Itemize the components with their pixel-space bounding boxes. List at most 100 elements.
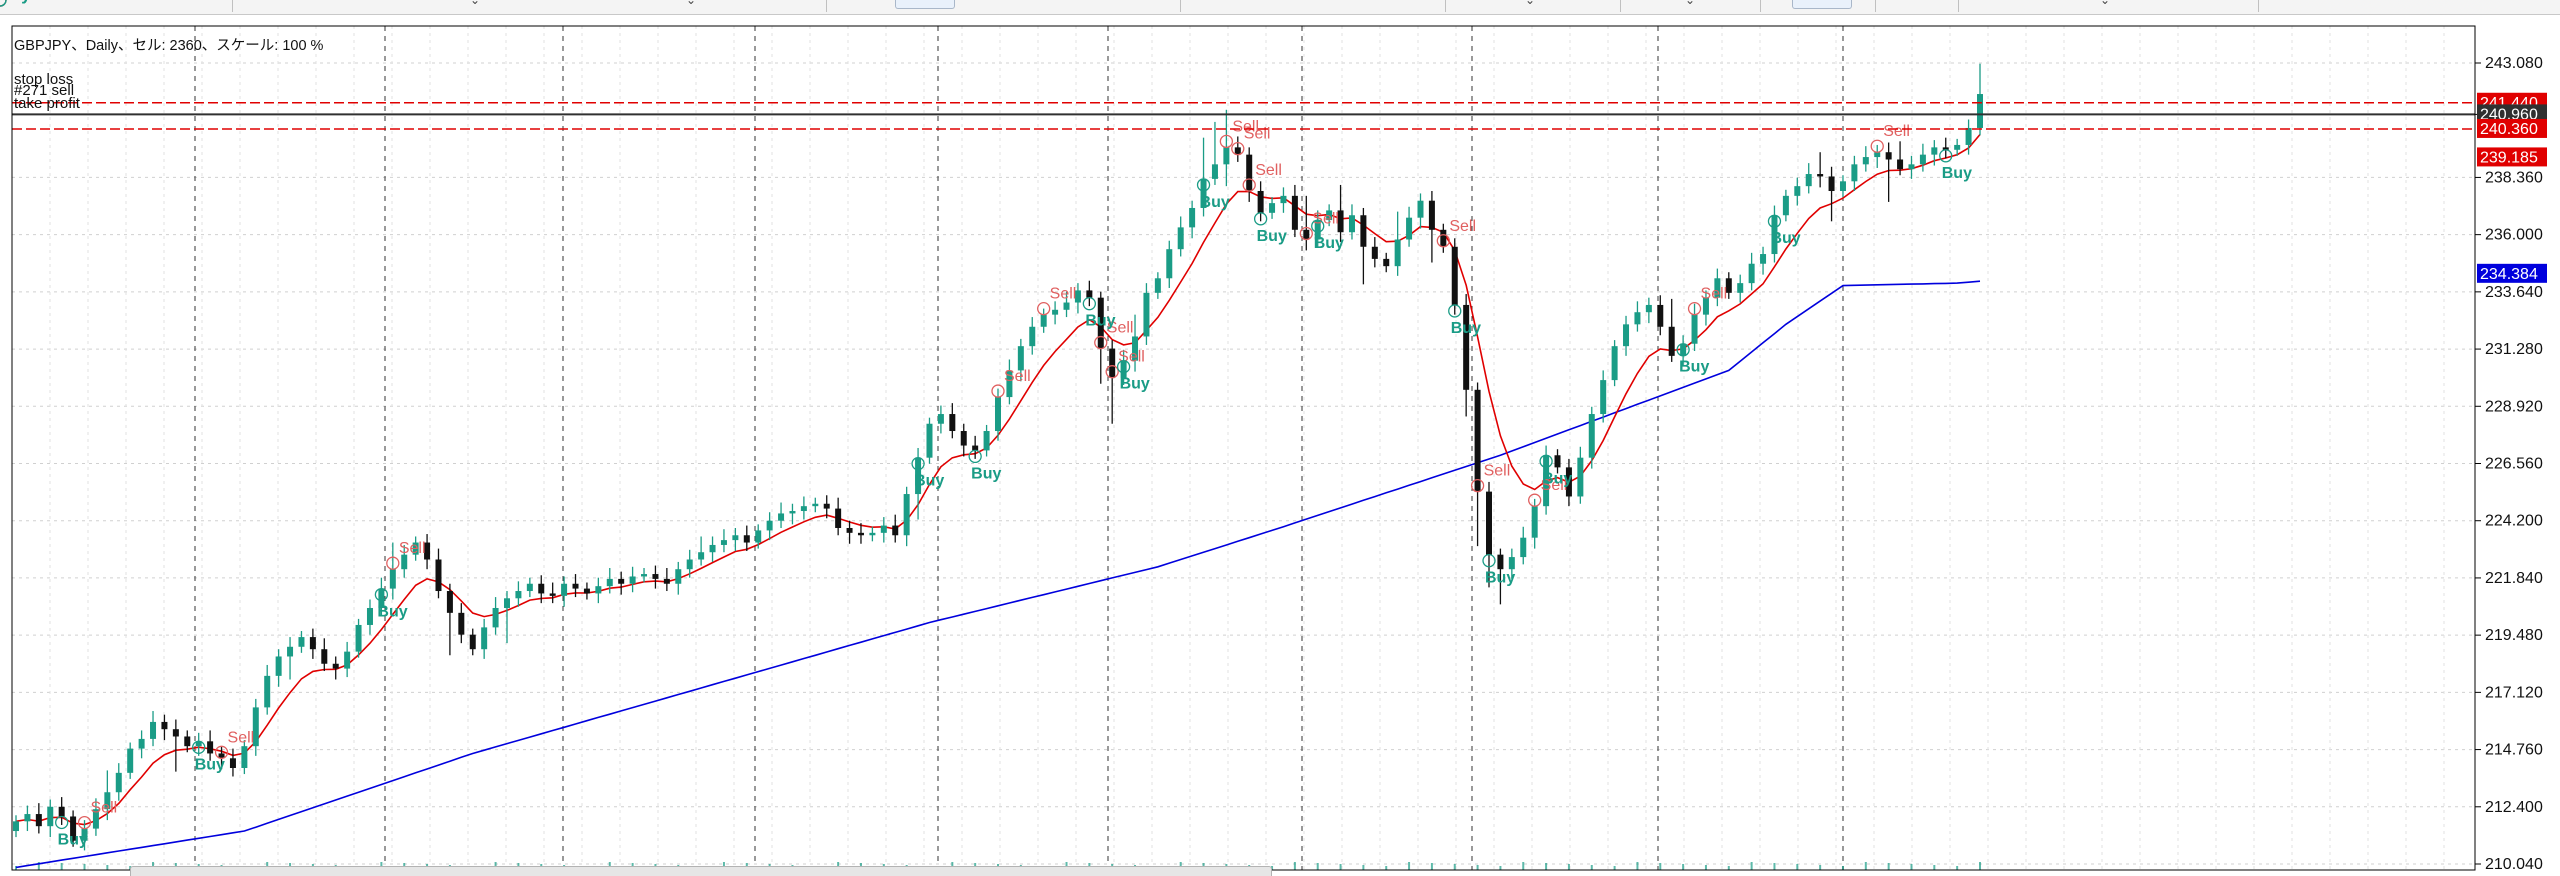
candle-body (81, 828, 88, 841)
candle-body (1794, 186, 1801, 196)
buy-signal-marker (1482, 554, 1496, 568)
volume-bar (1362, 865, 1365, 870)
candle-body (606, 578, 613, 587)
candle-body (686, 559, 693, 570)
candle-body (949, 414, 956, 432)
buy-signal-label: Buy (971, 465, 1001, 482)
candle-body (1977, 94, 1983, 128)
candle-body (1326, 210, 1333, 221)
toolbar-separator (1180, 0, 1181, 12)
volume-bar (1271, 866, 1274, 870)
chevron-down-icon[interactable]: ⌄ (1685, 0, 1696, 7)
candle-body (1348, 215, 1355, 233)
buy-signal-label: Buy (1542, 470, 1572, 487)
sell-signal-label: Sell (1484, 463, 1511, 480)
candle-body (1497, 554, 1504, 570)
y-tick-label: 233.640 (2485, 284, 2543, 301)
candle-body (561, 583, 568, 596)
candle-body (1965, 127, 1972, 145)
candle-body (172, 729, 179, 737)
volume-bar (1430, 863, 1433, 870)
candle-body (618, 578, 625, 584)
candle-body (663, 578, 670, 584)
price-scale[interactable] (2476, 26, 2560, 870)
candle-body (1565, 467, 1572, 497)
candle-body (1543, 455, 1550, 507)
chevron-down-icon[interactable]: ⌄ (470, 0, 481, 7)
sell-signal-marker (77, 815, 92, 830)
toolbar-separator (2258, 0, 2259, 12)
chart-scrollbar[interactable] (130, 866, 1272, 876)
candle-body (58, 806, 65, 817)
sell-signal-label: Sell (1312, 210, 1339, 227)
volume-bar (1293, 862, 1296, 870)
candle-body (24, 814, 31, 822)
candle-body (926, 423, 933, 458)
volume-bar (1750, 862, 1753, 870)
candle-body (115, 772, 122, 793)
order-price-tag (2477, 104, 2547, 124)
candle-body (1702, 297, 1709, 315)
buy-signal-marker (1116, 360, 1131, 374)
candle-body (504, 598, 510, 608)
sell-signal-label: Sell (1883, 123, 1910, 140)
candle-body (515, 591, 522, 599)
candle-body (1862, 157, 1869, 165)
sell-signal-label: Sell (0, 0, 27, 4)
buy-signal-label: Buy (1942, 165, 1972, 182)
sell-signal-label: Sell (1244, 126, 1271, 143)
sell-signal-marker (991, 384, 1005, 398)
chevron-down-icon[interactable]: ⌄ (1525, 0, 1536, 7)
chevron-down-icon[interactable]: ⌄ (686, 0, 697, 7)
candle-body (1600, 380, 1607, 415)
buy-signal-marker (1939, 149, 1953, 163)
candle-body (1063, 302, 1070, 310)
candle-body (1782, 195, 1789, 216)
candle-body (309, 637, 316, 650)
candle-body (150, 721, 157, 739)
y-tick-label: 228.920 (2485, 398, 2543, 415)
candle-body (823, 503, 830, 509)
candle-body (401, 554, 408, 570)
candle-body (481, 627, 488, 650)
volume-bar (1819, 865, 1822, 870)
candle-body (275, 656, 282, 676)
buy-signal-label: Buy (58, 831, 88, 848)
sell-signal-label: Sell (91, 800, 118, 817)
candle-body (1291, 195, 1298, 230)
candle-body (1280, 195, 1287, 204)
candle-body (1508, 557, 1515, 570)
candle-body (1805, 174, 1812, 187)
buy-signal-marker (1539, 454, 1553, 468)
candle-body (252, 707, 259, 747)
candle-body (1839, 181, 1846, 192)
candle-body (698, 552, 705, 560)
buy-signal-label: Buy (1679, 359, 1709, 376)
candle-body (1371, 246, 1378, 259)
toolbar-button[interactable] (1792, 0, 1852, 9)
candle-body (937, 414, 944, 424)
volume-bar (37, 862, 40, 870)
candle-body (1486, 491, 1492, 555)
candle-body (869, 532, 876, 536)
candle-body (1588, 414, 1595, 458)
candle-body (1211, 164, 1218, 179)
candle-body (1520, 537, 1527, 558)
candle-body (812, 503, 819, 507)
volume-bar (1545, 863, 1548, 870)
candle-body (972, 445, 979, 451)
candle-body (264, 675, 271, 708)
take-profit-price-tag-text: 240.360 (2480, 121, 2538, 138)
buy-signal-marker (911, 457, 925, 471)
chevron-down-icon[interactable]: ⌄ (2100, 0, 2111, 7)
toolbar-button[interactable] (895, 0, 955, 9)
sell-signal-label: Sell (1541, 477, 1568, 494)
candle-body (1623, 324, 1630, 347)
candle-body (1931, 147, 1938, 155)
candle-body (526, 583, 533, 592)
volume-bar (1659, 863, 1662, 870)
candle-body (629, 576, 636, 584)
candle-body (1919, 154, 1926, 165)
buy-signal-marker (1311, 219, 1325, 233)
